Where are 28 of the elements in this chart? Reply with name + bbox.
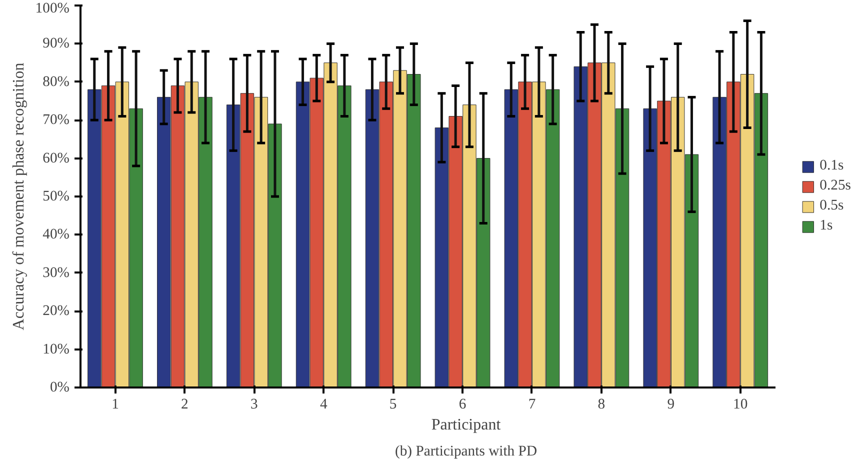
y-tick-label: 10% bbox=[42, 341, 70, 358]
x-tick-label: 7 bbox=[528, 396, 536, 412]
x-axis-title: Participant bbox=[431, 416, 502, 434]
legend-label: 1s bbox=[820, 218, 834, 234]
x-tick-label: 4 bbox=[320, 396, 328, 412]
y-axis-title: Accuracy of movement phase recognition bbox=[10, 62, 28, 330]
y-tick-label: 90% bbox=[42, 36, 70, 52]
y-tick-label: 0% bbox=[50, 380, 70, 396]
y-tick-label: 20% bbox=[42, 303, 70, 320]
x-tick-label: 1 bbox=[112, 396, 119, 412]
y-tick-label: 30% bbox=[42, 264, 70, 281]
legend-label: 0.25s bbox=[820, 178, 851, 194]
x-tick-label: 5 bbox=[389, 396, 397, 412]
y-tick-label: 70% bbox=[42, 112, 70, 128]
x-tick-label: 6 bbox=[458, 396, 466, 412]
y-tick-label: 40% bbox=[42, 226, 70, 243]
x-tick-label: 10 bbox=[733, 396, 748, 412]
y-tick-label: 60% bbox=[42, 150, 70, 166]
x-tick-label: 2 bbox=[181, 396, 188, 412]
y-tick-label: 80% bbox=[42, 74, 70, 90]
legend-label: 0.1s bbox=[820, 158, 844, 174]
text: (b) Participants with PD bbox=[394, 444, 538, 460]
legend-label: 0.5s bbox=[820, 198, 844, 214]
x-tick-label: 9 bbox=[667, 396, 675, 412]
x-tick-label: 3 bbox=[250, 396, 258, 412]
y-tick-label: 100% bbox=[35, 0, 70, 16]
y-tick-label: 50% bbox=[42, 188, 70, 204]
x-tick-label: 8 bbox=[598, 396, 606, 412]
